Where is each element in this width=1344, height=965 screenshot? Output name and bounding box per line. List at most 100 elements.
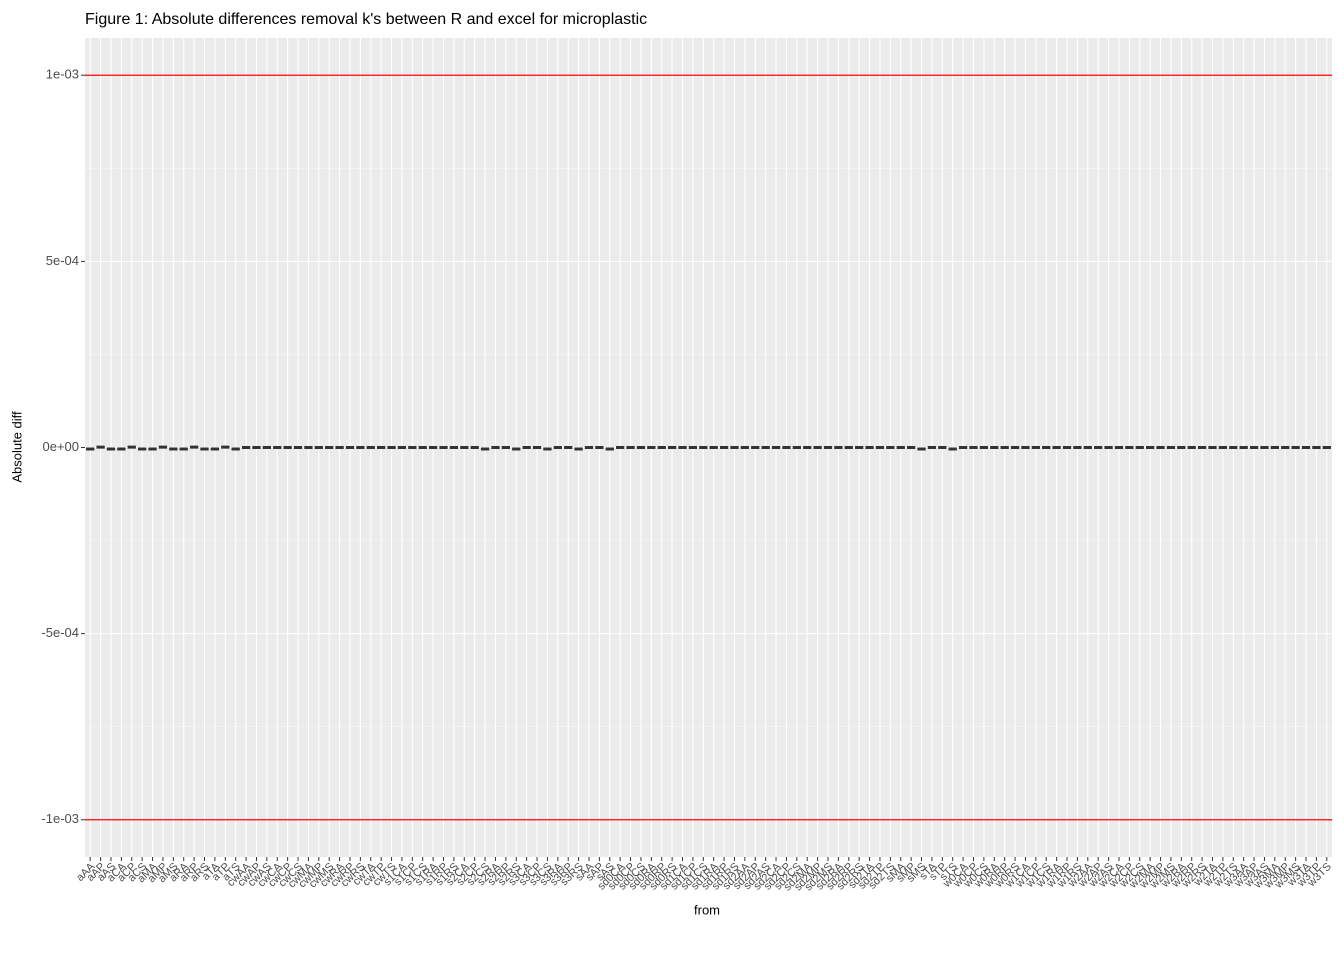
box bbox=[1021, 446, 1030, 449]
box bbox=[158, 445, 168, 449]
box bbox=[1145, 446, 1155, 449]
box bbox=[314, 446, 323, 449]
box bbox=[460, 446, 469, 449]
box bbox=[1114, 446, 1124, 449]
box bbox=[782, 446, 791, 449]
y-tick-label: -1e-03 bbox=[41, 811, 79, 826]
box bbox=[792, 446, 801, 449]
box bbox=[657, 446, 666, 449]
box bbox=[886, 446, 895, 449]
box bbox=[366, 446, 375, 449]
box bbox=[1010, 446, 1020, 449]
box bbox=[1291, 446, 1300, 449]
box bbox=[688, 446, 698, 449]
box bbox=[522, 446, 531, 449]
box bbox=[938, 446, 947, 449]
box bbox=[948, 447, 957, 451]
box bbox=[1208, 446, 1217, 449]
box bbox=[117, 447, 126, 451]
box bbox=[1197, 446, 1207, 449]
box bbox=[356, 446, 365, 449]
box bbox=[1052, 446, 1061, 449]
box bbox=[86, 447, 95, 451]
box bbox=[470, 446, 479, 449]
box bbox=[325, 446, 334, 449]
box bbox=[990, 446, 999, 449]
box bbox=[719, 446, 729, 449]
box bbox=[345, 446, 355, 449]
box bbox=[969, 446, 978, 449]
y-tick-label: 1e-03 bbox=[46, 67, 79, 82]
box bbox=[1166, 446, 1176, 449]
box bbox=[543, 447, 552, 451]
box bbox=[1322, 446, 1331, 449]
box bbox=[730, 446, 739, 449]
box bbox=[210, 447, 220, 451]
box bbox=[875, 446, 885, 449]
box bbox=[137, 447, 147, 451]
box bbox=[1270, 446, 1280, 449]
box bbox=[1073, 446, 1082, 449]
box bbox=[834, 446, 843, 449]
box bbox=[1239, 446, 1248, 449]
box bbox=[1062, 446, 1072, 449]
box bbox=[709, 446, 718, 449]
y-axis-title: Absolute diff bbox=[9, 411, 24, 483]
box bbox=[480, 447, 490, 451]
y-tick-label: 5e-04 bbox=[46, 253, 79, 268]
box bbox=[1301, 446, 1311, 449]
box bbox=[1000, 446, 1009, 449]
box bbox=[751, 446, 760, 449]
box bbox=[958, 446, 968, 449]
box bbox=[553, 446, 562, 449]
box bbox=[896, 446, 905, 449]
box bbox=[1187, 446, 1196, 449]
box bbox=[148, 447, 157, 451]
box bbox=[1094, 446, 1103, 449]
box bbox=[595, 446, 604, 449]
box bbox=[574, 447, 583, 451]
box bbox=[127, 445, 136, 449]
box bbox=[273, 446, 282, 449]
box bbox=[96, 445, 105, 449]
box bbox=[616, 446, 625, 449]
box bbox=[605, 447, 614, 451]
box bbox=[262, 446, 272, 449]
box bbox=[803, 446, 812, 449]
box bbox=[1135, 446, 1144, 449]
box bbox=[501, 446, 511, 449]
box bbox=[647, 446, 656, 449]
box bbox=[491, 446, 500, 449]
box bbox=[231, 447, 240, 451]
box bbox=[917, 447, 926, 451]
box bbox=[439, 446, 448, 449]
box bbox=[740, 446, 750, 449]
box bbox=[106, 447, 116, 451]
box bbox=[241, 446, 251, 449]
box bbox=[252, 446, 261, 449]
box bbox=[823, 446, 833, 449]
box bbox=[1042, 446, 1051, 449]
box bbox=[906, 446, 916, 449]
box bbox=[408, 446, 417, 449]
box bbox=[626, 446, 635, 449]
box bbox=[584, 446, 594, 449]
box bbox=[1312, 446, 1321, 449]
chart-title: Figure 1: Absolute differences removal k… bbox=[85, 11, 647, 28]
box bbox=[512, 447, 521, 451]
box bbox=[377, 446, 386, 449]
box bbox=[855, 446, 864, 449]
box bbox=[1177, 446, 1186, 449]
box bbox=[189, 445, 199, 449]
box bbox=[979, 446, 989, 449]
box bbox=[667, 446, 677, 449]
box bbox=[1125, 446, 1134, 449]
box bbox=[636, 446, 646, 449]
box bbox=[1281, 446, 1290, 449]
box bbox=[418, 446, 427, 449]
box bbox=[1260, 446, 1269, 449]
box bbox=[293, 446, 303, 449]
box bbox=[1218, 446, 1228, 449]
y-tick-label: 0e+00 bbox=[42, 439, 79, 454]
box bbox=[428, 446, 438, 449]
